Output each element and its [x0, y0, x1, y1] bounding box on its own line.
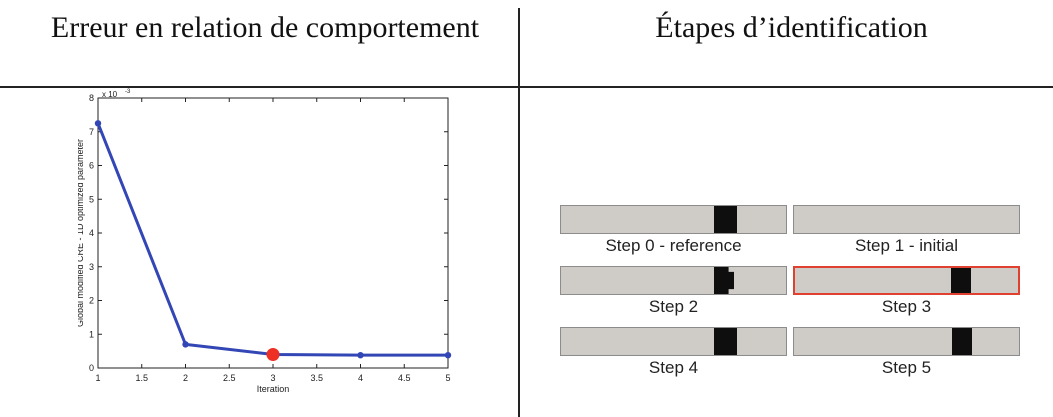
data-point — [182, 341, 189, 348]
damage-block — [714, 328, 737, 355]
step-bar — [560, 266, 787, 295]
step-bar — [560, 327, 787, 356]
x-tick-label: 1 — [95, 373, 100, 383]
step-bar — [793, 266, 1020, 295]
y-exponent-label: x 10 — [102, 90, 118, 99]
step-bar — [560, 205, 787, 234]
y-tick-label: 6 — [89, 161, 94, 171]
damage-block — [951, 328, 972, 355]
step-bar — [793, 327, 1020, 356]
left-column-header: Erreur en relation de comportement — [50, 11, 480, 44]
x-tick-label: 5 — [445, 373, 450, 383]
data-point — [94, 120, 102, 127]
y-tick-label: 5 — [89, 194, 94, 204]
step-caption: Step 0 - reference — [605, 236, 742, 255]
table-horizontal-divider — [0, 86, 1053, 88]
data-point — [357, 351, 364, 359]
y-tick-label: 4 — [89, 228, 94, 238]
plot-frame — [97, 97, 449, 369]
damage-block — [714, 206, 737, 233]
identification-steps-panel: Step 0 - reference Step 1 - initial Step 2… — [560, 205, 1030, 405]
data-point — [444, 351, 452, 359]
x-tick-label: 4 — [358, 373, 363, 383]
x-tick-label: 4.5 — [398, 373, 411, 383]
step-caption: Step 1 - initial — [855, 236, 958, 255]
step-caption: Step 3 — [881, 297, 932, 316]
y-tick-label: 0 — [89, 363, 94, 373]
y-axis-label: Global modified CRE - 1D optimized param… — [78, 139, 85, 327]
table-vertical-divider — [518, 8, 520, 417]
step-bar — [793, 205, 1020, 234]
step-caption: Step 2 — [648, 297, 699, 316]
step-caption: Step 4 — [648, 358, 699, 377]
damage-block — [714, 267, 735, 294]
highlight-point — [266, 348, 280, 361]
series-line — [96, 122, 448, 357]
x-tick-label: 3 — [270, 373, 275, 383]
y-tick-label: 1 — [89, 329, 94, 339]
damage-block — [951, 268, 972, 293]
step-caption: Step 5 — [881, 358, 932, 377]
y-tick-label: 3 — [89, 262, 94, 272]
y-exponent-power: -3 — [125, 89, 131, 95]
y-tick-label: 2 — [89, 296, 94, 306]
y-tick-label: 7 — [89, 127, 94, 137]
x-tick-label: 2.5 — [223, 373, 236, 383]
x-axis-label: Iteration — [257, 384, 290, 394]
right-column-header: Étapes d’identification — [655, 11, 928, 44]
x-tick-label: 2 — [183, 373, 188, 383]
error-chart-panel: 1 1.5 2 2.5 3 3.5 4 4.5 5 0 1 2 3 4 5 6 7 8 x 10 -3 Iteratio… — [75, 88, 458, 412]
x-tick-label: 1.5 — [135, 373, 148, 383]
y-tick-label: 8 — [89, 93, 94, 103]
x-tick-label: 3.5 — [310, 373, 323, 383]
